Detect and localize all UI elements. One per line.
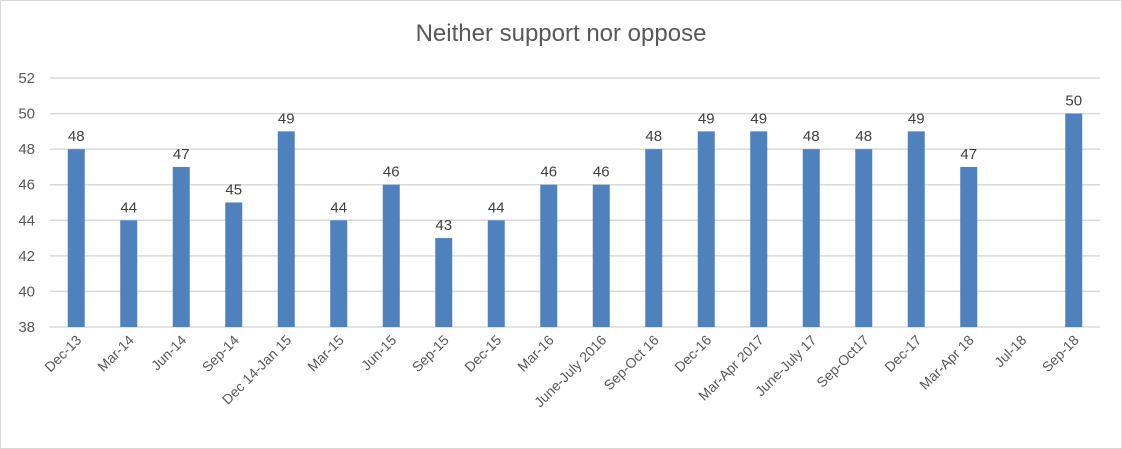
bar: [120, 220, 138, 327]
x-tick-label: Sep-14: [199, 332, 242, 375]
bar: [645, 149, 663, 327]
y-tick-label: 48: [18, 141, 35, 158]
x-tick-label: Sep-18: [1039, 332, 1082, 375]
bar: [225, 202, 243, 327]
data-label: 49: [750, 110, 767, 127]
bar: [277, 131, 295, 327]
bar: [697, 131, 715, 327]
y-tick-label: 50: [18, 106, 35, 123]
data-label: 46: [383, 164, 400, 181]
x-tick-label: Jun-14: [148, 332, 190, 374]
x-tick-label: Dec-13: [41, 332, 84, 375]
bar: [435, 238, 453, 327]
y-tick-label: 44: [18, 212, 35, 229]
x-tick-label: Jul-18: [991, 332, 1029, 370]
data-label: 44: [488, 199, 505, 216]
bar: [540, 184, 558, 327]
x-tick-label: Sep-Oct 16: [600, 332, 662, 394]
data-label: 50: [1065, 93, 1082, 110]
data-label: 43: [435, 217, 452, 234]
x-tick-label: Dec-16: [671, 332, 714, 375]
x-tick-label: Mar-15: [304, 332, 347, 375]
bar: [172, 166, 190, 327]
bar: [907, 131, 925, 327]
data-label: 48: [68, 128, 85, 145]
bar: [592, 184, 610, 327]
data-label: 44: [330, 199, 347, 216]
bar: [855, 149, 873, 327]
x-tick-label: Mar-Apr 18: [916, 332, 977, 393]
data-label: 44: [120, 199, 137, 216]
data-label: 49: [278, 110, 295, 127]
data-label: 49: [908, 110, 925, 127]
y-tick-label: 46: [18, 177, 35, 194]
data-label: 47: [173, 146, 190, 163]
bar: [487, 220, 505, 327]
y-tick-label: 40: [18, 283, 35, 300]
bar: [382, 184, 400, 327]
chart-title: Neither support nor oppose: [415, 20, 707, 47]
data-label: 46: [593, 164, 610, 181]
data-label: 48: [855, 128, 872, 145]
data-label: 47: [960, 146, 977, 163]
x-tick-label: Mar-16: [514, 332, 557, 375]
bar: [750, 131, 768, 327]
data-label: 49: [698, 110, 715, 127]
data-label: 48: [645, 128, 662, 145]
y-tick-label: 38: [18, 319, 35, 336]
bar: [67, 149, 85, 327]
bar: [330, 220, 348, 327]
x-tick-label: Dec-17: [881, 332, 924, 375]
x-tick-label: Dec-15: [461, 332, 504, 375]
y-tick-label: 52: [18, 70, 35, 87]
x-tick-label: Sep-Oct17: [813, 332, 872, 391]
data-label: 46: [540, 164, 557, 181]
bar: [960, 166, 978, 327]
x-tick-label: Jun-15: [358, 332, 400, 374]
data-label: 48: [803, 128, 820, 145]
bar: [802, 149, 820, 327]
data-label: 45: [225, 182, 242, 199]
bar: [1065, 113, 1083, 327]
x-tick-label: Sep-15: [409, 332, 452, 375]
y-tick-label: 42: [18, 248, 35, 265]
x-tick-label: Mar-14: [94, 332, 137, 375]
